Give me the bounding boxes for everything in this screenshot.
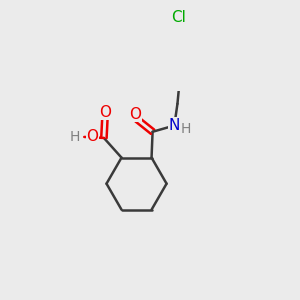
Text: O: O: [86, 129, 98, 144]
Text: N: N: [169, 118, 180, 133]
Text: O: O: [99, 105, 111, 120]
Text: O: O: [129, 107, 141, 122]
Text: H: H: [70, 130, 80, 144]
Text: H: H: [181, 122, 191, 136]
Text: Cl: Cl: [171, 10, 186, 25]
